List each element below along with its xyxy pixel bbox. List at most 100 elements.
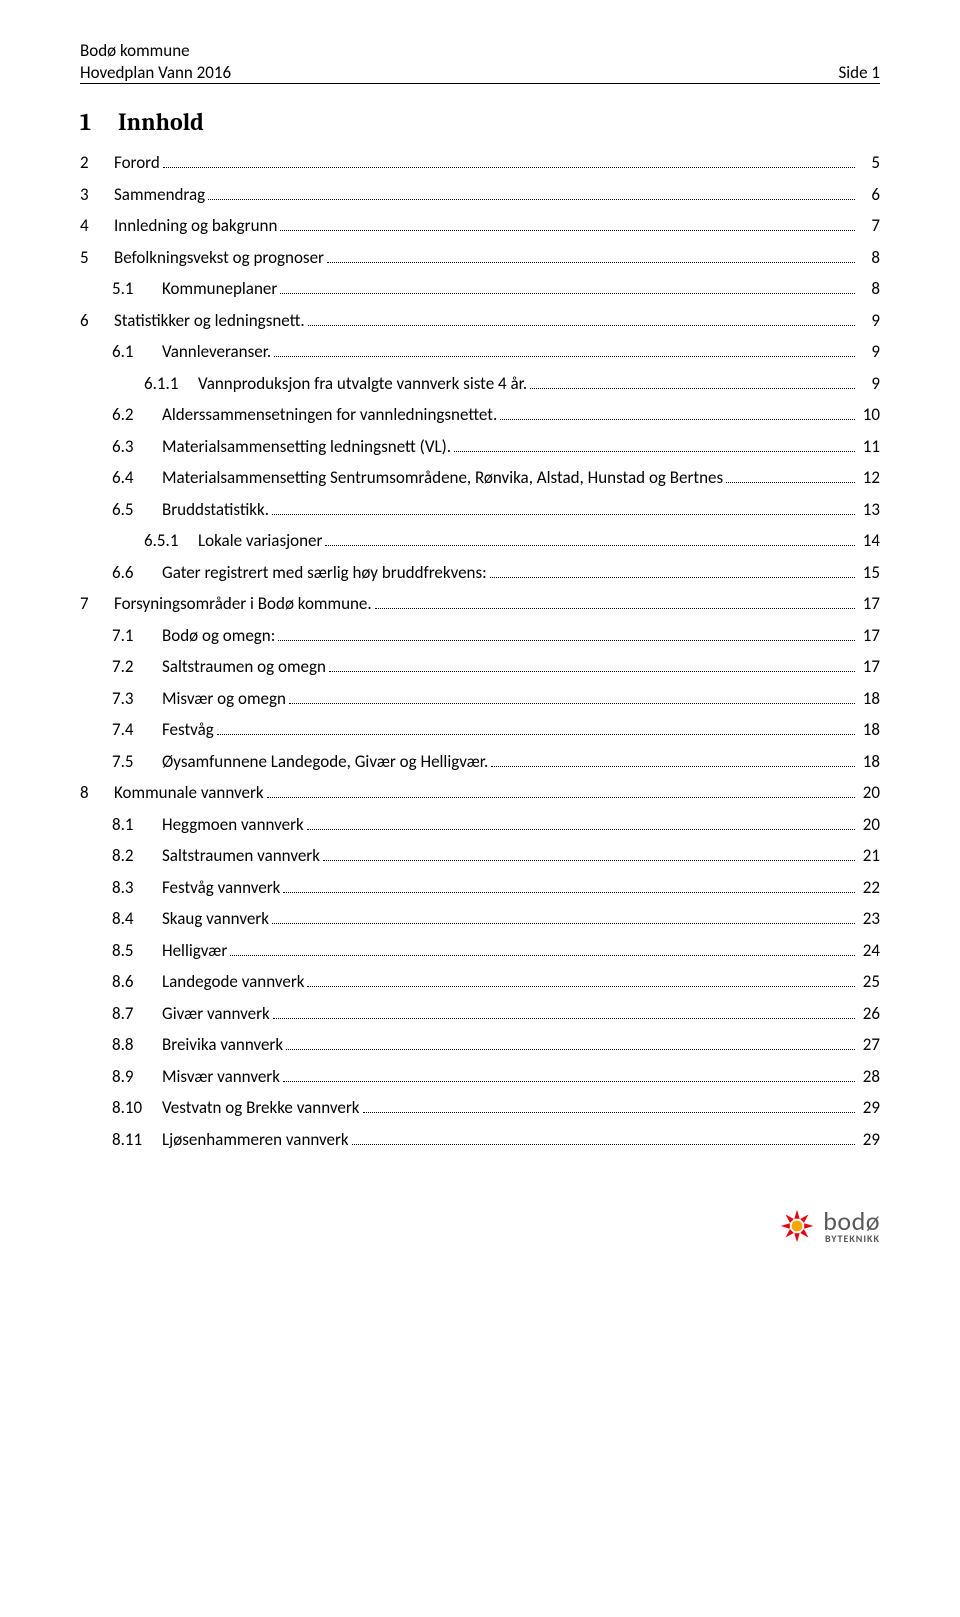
toc-label: Materialsammensetting Sentrumsområdene, … — [162, 465, 723, 491]
toc-number: 6.1.1 — [144, 371, 198, 397]
toc-entry[interactable]: 8Kommunale vannverk20 — [80, 780, 880, 806]
toc-label: Bodø og omegn: — [162, 623, 275, 649]
toc-entry[interactable]: 7.4Festvåg18 — [80, 717, 880, 743]
table-of-contents: 2Forord53Sammendrag64Innledning og bakgr… — [80, 150, 880, 1152]
toc-number: 8.3 — [112, 875, 162, 901]
toc-label: Givær vannverk — [162, 1001, 270, 1027]
toc-number: 4 — [80, 213, 114, 239]
toc-page: 5 — [858, 150, 880, 176]
toc-entry[interactable]: 7.3Misvær og omegn18 — [80, 686, 880, 712]
toc-entry[interactable]: 6.4Materialsammensetting Sentrumsområden… — [80, 465, 880, 491]
toc-entry[interactable]: 8.9Misvær vannverk28 — [80, 1064, 880, 1090]
toc-entry[interactable]: 6.5Bruddstatistikk.13 — [80, 497, 880, 523]
toc-entry[interactable]: 8.10Vestvatn og Brekke vannverk29 — [80, 1095, 880, 1121]
toc-entry[interactable]: 5Befolkningsvekst og prognoser 8 — [80, 245, 880, 271]
toc-entry[interactable]: 2Forord5 — [80, 150, 880, 176]
toc-entry[interactable]: 8.8Breivika vannverk27 — [80, 1032, 880, 1058]
toc-leader — [283, 1081, 855, 1082]
toc-label: Statistikker og ledningsnett. — [114, 308, 305, 334]
toc-label: Materialsammensetting ledningsnett (VL). — [162, 434, 451, 460]
toc-label: Festvåg vannverk — [162, 875, 280, 901]
toc-entry[interactable]: 6Statistikker og ledningsnett.9 — [80, 308, 880, 334]
toc-page: 20 — [858, 812, 880, 838]
toc-label: Gater registrert med særlig høy bruddfre… — [162, 560, 487, 586]
toc-number: 8.8 — [112, 1032, 162, 1058]
toc-label: Ljøsenhammeren vannverk — [162, 1127, 349, 1153]
toc-page: 9 — [858, 339, 880, 365]
toc-entry[interactable]: 8.4Skaug vannverk23 — [80, 906, 880, 932]
toc-leader — [278, 640, 855, 641]
toc-label: Innledning og bakgrunn — [114, 213, 277, 239]
toc-entry[interactable]: 7Forsyningsområder i Bodø kommune.17 — [80, 591, 880, 617]
toc-page: 10 — [858, 402, 880, 428]
toc-label: Vestvatn og Brekke vannverk — [162, 1095, 360, 1121]
toc-label: Forord — [114, 150, 160, 176]
toc-number: 8.11 — [112, 1127, 162, 1153]
toc-entry[interactable]: 3Sammendrag6 — [80, 182, 880, 208]
toc-page: 9 — [858, 308, 880, 334]
toc-number: 8.7 — [112, 1001, 162, 1027]
toc-label: Misvær vannverk — [162, 1064, 280, 1090]
toc-leader — [327, 262, 855, 263]
toc-page: 6 — [858, 182, 880, 208]
toc-leader — [363, 1112, 855, 1113]
toc-page: 8 — [858, 245, 880, 271]
toc-entry[interactable]: 6.1Vannleveranser.9 — [80, 339, 880, 365]
toc-label: Festvåg — [162, 717, 214, 743]
toc-page: 18 — [858, 686, 880, 712]
toc-entry[interactable]: 8.11Ljøsenhammeren vannverk 29 — [80, 1127, 880, 1153]
toc-label: Øysamfunnene Landegode, Givær og Helligv… — [162, 749, 488, 775]
toc-page: 27 — [858, 1032, 880, 1058]
toc-page: 17 — [858, 623, 880, 649]
toc-entry[interactable]: 8.7Givær vannverk 26 — [80, 1001, 880, 1027]
title-text: Innhold — [118, 108, 204, 136]
toc-leader — [280, 293, 855, 294]
toc-page: 26 — [858, 1001, 880, 1027]
toc-entry[interactable]: 7.5Øysamfunnene Landegode, Givær og Hell… — [80, 749, 880, 775]
toc-leader — [726, 482, 855, 483]
toc-entry[interactable]: 8.6Landegode vannverk25 — [80, 969, 880, 995]
toc-number: 6.5 — [112, 497, 162, 523]
toc-number: 5 — [80, 245, 114, 271]
toc-entry[interactable]: 5.1Kommuneplaner8 — [80, 276, 880, 302]
toc-page: 29 — [858, 1127, 880, 1153]
toc-entry[interactable]: 7.1Bodø og omegn:17 — [80, 623, 880, 649]
title-number: 1 — [80, 108, 118, 136]
toc-number: 6.1 — [112, 339, 162, 365]
toc-entry[interactable]: 6.3Materialsammensetting ledningsnett (V… — [80, 434, 880, 460]
toc-page: 14 — [858, 528, 880, 554]
toc-label: Lokale variasjoner — [198, 528, 322, 554]
toc-label: Saltstraumen vannverk — [162, 843, 320, 869]
toc-leader — [308, 325, 855, 326]
toc-entry[interactable]: 6.6Gater registrert med særlig høy brudd… — [80, 560, 880, 586]
toc-page: 17 — [858, 591, 880, 617]
toc-leader — [307, 986, 855, 987]
toc-entry[interactable]: 6.1.1Vannproduksjon fra utvalgte vannver… — [80, 371, 880, 397]
toc-entry[interactable]: 8.1Heggmoen vannverk20 — [80, 812, 880, 838]
toc-number: 3 — [80, 182, 114, 208]
toc-entry[interactable]: 6.5.1Lokale variasjoner14 — [80, 528, 880, 554]
toc-number: 6.3 — [112, 434, 162, 460]
toc-page: 25 — [858, 969, 880, 995]
toc-page: 15 — [858, 560, 880, 586]
toc-entry[interactable]: 6.2Alderssammensetningen for vannledning… — [80, 402, 880, 428]
toc-entry[interactable]: 8.2Saltstraumen vannverk21 — [80, 843, 880, 869]
toc-entry[interactable]: 7.2Saltstraumen og omegn17 — [80, 654, 880, 680]
toc-page: 29 — [858, 1095, 880, 1121]
toc-label: Forsyningsområder i Bodø kommune. — [114, 591, 372, 617]
logo-sub-text: BYTEKNIKK — [825, 1234, 880, 1244]
toc-page: 8 — [858, 276, 880, 302]
toc-label: Misvær og omegn — [162, 686, 286, 712]
toc-entry[interactable]: 4Innledning og bakgrunn7 — [80, 213, 880, 239]
toc-label: Kommuneplaner — [162, 276, 277, 302]
toc-leader — [273, 1018, 855, 1019]
toc-entry[interactable]: 8.5Helligvær24 — [80, 938, 880, 964]
toc-leader — [272, 923, 855, 924]
toc-entry[interactable]: 8.3Festvåg vannverk22 — [80, 875, 880, 901]
toc-label: Befolkningsvekst og prognoser — [114, 245, 324, 271]
toc-leader — [267, 797, 855, 798]
toc-leader — [163, 167, 855, 168]
toc-label: Kommunale vannverk — [114, 780, 264, 806]
toc-leader — [286, 1049, 855, 1050]
toc-page: 20 — [858, 780, 880, 806]
